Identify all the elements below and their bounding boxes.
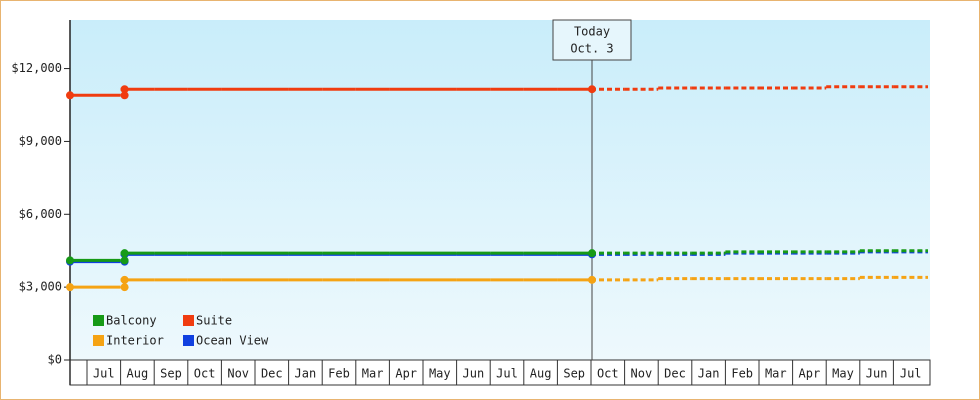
legend-label: Suite <box>196 314 232 328</box>
price-point <box>66 91 74 100</box>
x-tick-label: Apr <box>799 367 821 381</box>
price-point <box>120 85 129 94</box>
legend-label: Interior <box>106 334 164 348</box>
x-tick-label: Sep <box>160 367 182 381</box>
x-tick-label: Feb <box>328 367 350 381</box>
x-tick-label: Jun <box>463 367 485 381</box>
price-point <box>588 275 596 284</box>
x-tick-label: Mar <box>765 367 787 381</box>
x-tick-label: Apr <box>395 367 417 381</box>
x-tick-label: Oct <box>194 367 216 381</box>
x-tick-label: May <box>832 367 854 381</box>
price-point <box>120 275 129 284</box>
x-tick-label: Sep <box>563 367 585 381</box>
y-tick-label: $12,000 <box>11 61 62 75</box>
x-tick-label: Aug <box>127 367 149 381</box>
x-tick-label: Jul <box>496 367 518 381</box>
price-point <box>120 91 129 100</box>
x-tick-label: Jun <box>866 367 888 381</box>
x-tick-label: Nov <box>227 367 249 381</box>
legend-swatch <box>93 335 104 346</box>
x-tick-label: Mar <box>362 367 384 381</box>
price-point <box>120 249 129 258</box>
plot-area <box>70 20 930 360</box>
today-date: Oct. 3 <box>570 42 613 56</box>
y-tick-label: $6,000 <box>19 207 62 221</box>
x-tick-label: May <box>429 367 451 381</box>
x-tick-label: Jan <box>698 367 720 381</box>
y-tick-label: $0 <box>48 353 62 367</box>
x-tick-label: Oct <box>597 367 619 381</box>
price-point <box>120 256 129 265</box>
y-tick-label: $3,000 <box>19 280 62 294</box>
x-tick-label: Jul <box>900 367 922 381</box>
legend-swatch <box>183 315 194 326</box>
x-tick-label: Jan <box>295 367 317 381</box>
x-tick-label: Dec <box>664 367 686 381</box>
today-box <box>552 19 632 61</box>
x-tick-label: Nov <box>631 367 653 381</box>
legend-swatch <box>93 315 104 326</box>
price-point <box>588 249 596 258</box>
today-label: Today <box>574 25 610 39</box>
legend-swatch <box>183 335 194 346</box>
price-point <box>66 283 74 292</box>
price-point <box>66 256 74 265</box>
price-point <box>588 85 596 94</box>
price-point <box>120 283 129 292</box>
x-tick-label: Feb <box>731 367 753 381</box>
x-tick-label: Aug <box>530 367 552 381</box>
x-tick-label: Jul <box>93 367 115 381</box>
y-tick-label: $9,000 <box>19 134 62 148</box>
legend-label: Ocean View <box>196 334 269 348</box>
legend-label: Balcony <box>106 314 157 328</box>
x-tick-label: Dec <box>261 367 283 381</box>
x-axis-band <box>69 359 931 386</box>
